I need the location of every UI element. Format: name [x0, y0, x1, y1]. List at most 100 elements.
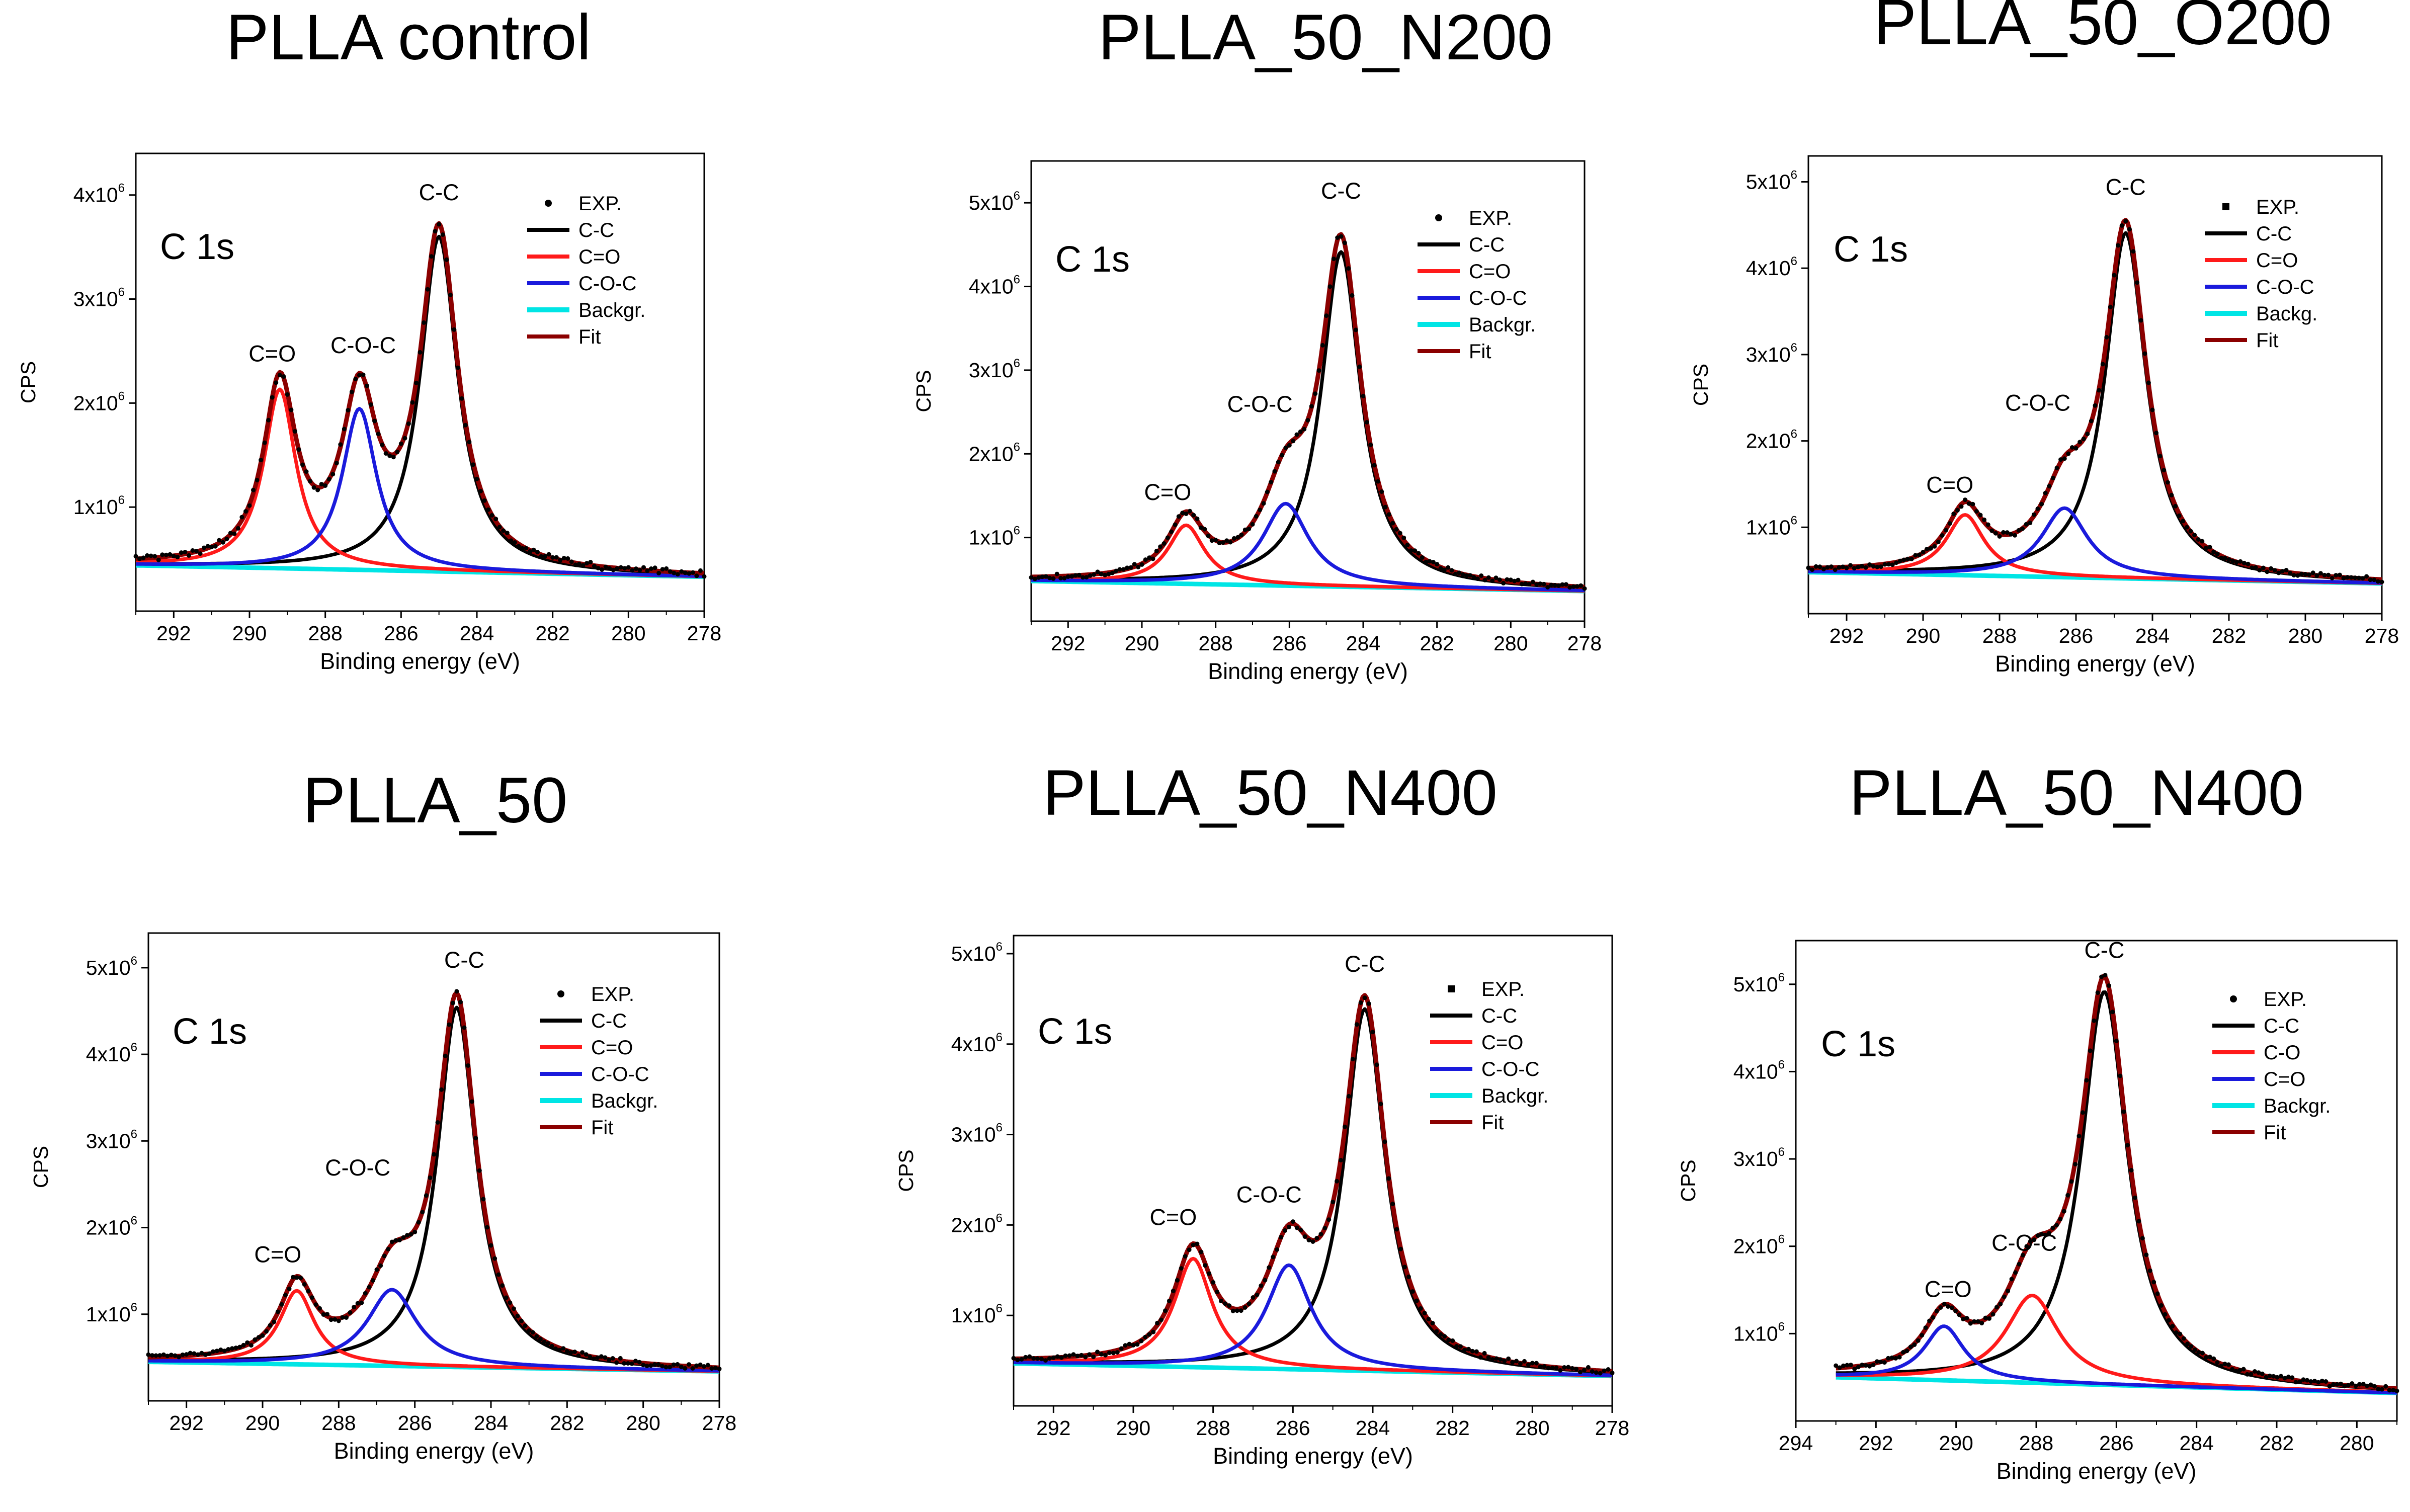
exp-point: [1932, 544, 1937, 549]
exp-point: [260, 1333, 265, 1338]
exp-point: [2020, 526, 2025, 531]
legend-marker: [2222, 203, 2229, 210]
x-tick-label: 288: [321, 1411, 356, 1435]
exp-point: [416, 1220, 421, 1225]
legend-label: C-O-C: [1481, 1058, 1540, 1080]
exp-point: [656, 1362, 661, 1367]
x-tick-label: 278: [702, 1411, 736, 1435]
y-tick-exponent: 6: [1778, 1058, 1785, 1071]
y-tick-exponent: 6: [996, 1121, 1003, 1135]
exp-point: [1904, 1349, 1909, 1354]
exp-point: [1375, 479, 1380, 484]
exp-point: [683, 570, 688, 575]
exp-point: [1424, 559, 1429, 564]
exp-point: [402, 436, 407, 441]
exp-point: [2286, 1374, 2291, 1379]
exp-point: [277, 373, 282, 378]
exp-point: [2043, 1232, 2048, 1237]
y-tick-exponent: 6: [1778, 1145, 1785, 1159]
exp-point: [1139, 562, 1144, 567]
exp-point: [2181, 519, 2186, 524]
exp-point: [259, 458, 264, 463]
x-tick-label: 290: [1125, 632, 1159, 655]
exp-point: [235, 526, 240, 531]
exp-point: [1374, 1062, 1379, 1067]
exp-point: [2058, 457, 2063, 462]
exp-point: [1890, 562, 1895, 567]
exp-point: [2151, 1280, 2156, 1285]
exp-point: [433, 229, 438, 234]
exp-point: [2104, 334, 2109, 340]
exp-point: [1350, 293, 1355, 298]
exp-point: [382, 1253, 387, 1258]
core-level-label: C 1s: [173, 1012, 247, 1052]
exp-point: [1051, 1355, 1056, 1360]
exp-point: [2360, 576, 2365, 581]
exp-point: [2050, 475, 2055, 480]
exp-point: [618, 1356, 623, 1361]
exp-point: [1346, 266, 1351, 271]
exp-point: [1180, 511, 1185, 516]
exp-point: [2177, 513, 2182, 518]
exp-point: [1123, 1343, 1128, 1348]
x-tick-label: 292: [1859, 1432, 1893, 1455]
x-tick-label: 294: [1779, 1432, 1813, 1455]
exp-point: [2372, 1384, 2377, 1389]
exp-point: [330, 472, 336, 477]
x-tick-label: 282: [535, 622, 569, 645]
exp-point: [600, 567, 605, 572]
exp-point: [380, 442, 385, 447]
exp-point: [454, 989, 459, 994]
exp-point: [387, 453, 392, 458]
exp-point: [1501, 580, 1506, 585]
plot-frame: [1013, 935, 1613, 1407]
exp-point: [1964, 1316, 1969, 1321]
exp-point: [1975, 1319, 1980, 1324]
fit-curve: [1835, 974, 2397, 1391]
exp-point: [1331, 1200, 1336, 1205]
exp-point: [535, 550, 540, 555]
exp-point: [2174, 1330, 2179, 1335]
core-level-label: C 1s: [1038, 1012, 1112, 1052]
exp-point: [1510, 1360, 1515, 1365]
legend-label: C=O: [1481, 1032, 1523, 1054]
exp-point: [675, 1362, 680, 1367]
exp-point: [1135, 1342, 1140, 1347]
exp-point: [1358, 1000, 1363, 1005]
exp-point: [1497, 577, 1502, 582]
exp-point: [553, 1346, 558, 1351]
exp-point: [2147, 1268, 2152, 1273]
exp-point: [213, 544, 218, 549]
exp-point: [2391, 1388, 2396, 1393]
exp-point: [546, 552, 551, 557]
y-tick-exponent: 6: [131, 1214, 137, 1228]
exp-point: [199, 1351, 204, 1356]
exp-point: [1207, 1271, 1212, 1276]
exp-point: [603, 1355, 608, 1360]
exp-point: [1422, 1311, 1427, 1316]
exp-point: [1051, 576, 1056, 581]
y-tick-exponent: 6: [996, 1031, 1003, 1044]
exp-point: [1250, 522, 1255, 527]
exp-point: [489, 513, 494, 518]
exp-point: [2200, 1351, 2205, 1356]
exp-point: [2279, 1374, 2283, 1379]
exp-point: [668, 569, 673, 574]
chart-panel-6: PLLA_50_N400 294 292 290 288 286 284 282 280 Bind…: [1677, 757, 2399, 1484]
legend-label: Fit: [1469, 341, 1491, 363]
exp-point: [1398, 1246, 1403, 1251]
exp-point: [1023, 1355, 1028, 1360]
exp-point: [1390, 521, 1395, 526]
exp-point: [1574, 584, 1580, 589]
exp-point: [412, 1229, 418, 1234]
chart-title: PLLA_50_N400: [1043, 757, 1498, 829]
exp-point: [2061, 1209, 2066, 1214]
exp-point: [622, 566, 627, 571]
exp-point: [1217, 540, 1222, 545]
exp-point: [1366, 1001, 1371, 1006]
exp-point: [576, 1353, 581, 1358]
exp-point: [2089, 418, 2094, 424]
exp-point: [161, 1352, 166, 1357]
exp-point: [1379, 489, 1384, 494]
exp-point: [679, 1365, 684, 1370]
